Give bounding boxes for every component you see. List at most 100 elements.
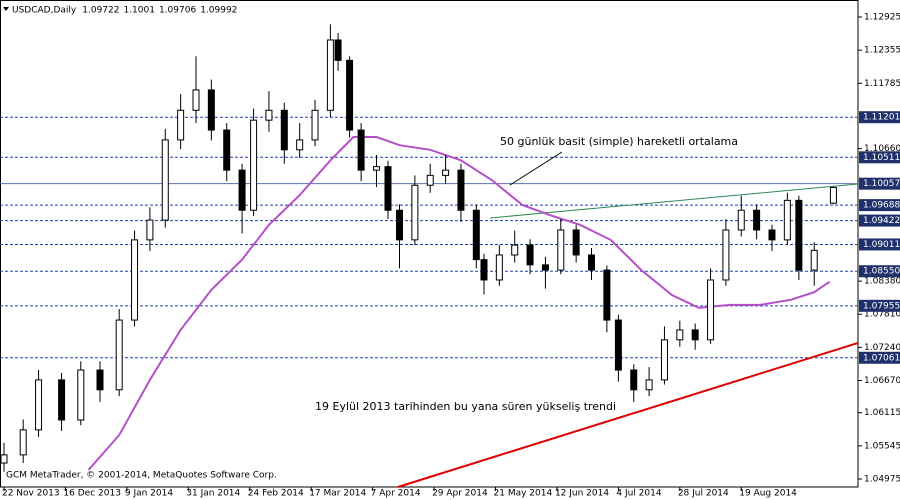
candle-body — [77, 369, 85, 421]
chart-title: USDCAD,Daily — [12, 6, 77, 16]
candle-body — [572, 229, 580, 256]
level-label-box — [859, 151, 900, 164]
candle-body — [161, 139, 169, 221]
candle-body — [19, 429, 27, 456]
candle-body — [795, 199, 803, 271]
level-label: 1.09422 — [863, 216, 900, 226]
candle-body — [707, 279, 715, 341]
level-label: 1.09011 — [863, 240, 900, 250]
y-tick-label: 1.04975 — [864, 474, 900, 484]
level-label: 1.08550 — [863, 267, 900, 277]
candle-body — [691, 329, 699, 341]
candle-body — [645, 379, 653, 391]
y-tick-label: 1.12925 — [864, 13, 900, 23]
annotation: 50 günlük basit (simple) hareketli ortal… — [500, 135, 738, 148]
candle-body — [396, 209, 404, 241]
candle-body — [829, 186, 837, 204]
x-tick-label: 21 May 2014 — [494, 489, 553, 499]
footer: GCM MetaTrader, © 2001-2014, MetaQuotes … — [6, 471, 277, 481]
level-label-box — [859, 199, 900, 212]
annotation: 19 Eylül 2013 tarihinden bu yana süren y… — [315, 400, 616, 413]
y-tick-label: 1.06115 — [864, 408, 900, 418]
x-tick-label: 24 Feb 2014 — [248, 489, 304, 499]
candle-body — [676, 329, 684, 341]
y-tick-label: 1.12355 — [864, 46, 900, 56]
candle-body — [768, 229, 776, 241]
x-tick-label: 28 Jul 2014 — [678, 489, 729, 499]
x-tick-label: 31 Jan 2014 — [186, 489, 240, 499]
candle-body — [0, 454, 8, 464]
x-tick-label: 7 Apr 2014 — [371, 489, 421, 499]
level-label-box — [859, 351, 900, 364]
level-label-box — [859, 265, 900, 278]
candle-body — [238, 169, 246, 211]
level-label: 1.07061 — [863, 353, 900, 363]
candle-body — [660, 339, 668, 381]
candle-body — [207, 89, 215, 131]
candle-body — [35, 379, 43, 431]
candle-body — [334, 39, 342, 61]
y-tick-label: 1.10660 — [864, 144, 900, 154]
trendline — [490, 183, 859, 219]
header-close: 1.09992 — [200, 6, 237, 16]
candle-body — [265, 109, 273, 121]
candle-body — [603, 269, 611, 321]
candle-body — [722, 229, 730, 281]
x-tick-label: 4 Jul 2014 — [616, 489, 661, 499]
candle-body — [250, 119, 258, 211]
candle-body — [557, 229, 565, 271]
header-low: 1.09706 — [159, 6, 196, 16]
y-tick-label: 1.06670 — [864, 376, 900, 386]
level-label: 1.07955 — [863, 301, 900, 311]
candle-body — [480, 259, 488, 281]
annotation-pointer — [509, 151, 563, 186]
x-tick-label: 9 Jan 2014 — [125, 489, 173, 499]
candle-body — [511, 244, 519, 256]
level-label: 1.11201 — [863, 113, 900, 123]
candle-body — [96, 369, 104, 391]
candle-body — [384, 166, 392, 211]
y-tick-label: 1.07810 — [864, 310, 900, 320]
candle-body — [783, 199, 791, 241]
current-price-label: 1.10057 — [863, 179, 900, 189]
header-open: 1.09722 — [82, 6, 119, 16]
candle-body — [411, 184, 419, 241]
candle-body — [146, 219, 154, 241]
candle-body — [630, 369, 638, 391]
candle-body — [737, 209, 745, 231]
moving-average — [87, 136, 831, 471]
candle-body — [280, 109, 288, 151]
candle-body — [495, 254, 503, 281]
x-tick-label: 19 Aug 2014 — [739, 489, 797, 499]
candle-body — [326, 39, 334, 111]
candle-body — [588, 254, 596, 271]
candle-body — [223, 129, 231, 171]
trendline — [397, 341, 859, 488]
candle-body — [346, 59, 354, 131]
candle-body — [311, 109, 319, 141]
candle-body — [472, 209, 480, 261]
candle-body — [526, 244, 534, 266]
candle-body — [541, 264, 549, 271]
menu-arrow — [3, 7, 9, 11]
y-tick-label: 1.08380 — [864, 277, 900, 287]
candle-body — [372, 166, 380, 171]
candle-body — [357, 129, 365, 171]
candle-body — [177, 109, 185, 141]
y-tick-label: 1.07240 — [864, 343, 900, 353]
candle-body — [131, 239, 139, 321]
y-tick-label: 1.11785 — [864, 79, 900, 89]
x-tick-label: 16 Dec 2013 — [63, 489, 121, 499]
candle-body — [58, 379, 66, 421]
candle-body — [614, 319, 622, 371]
candle-body — [442, 169, 450, 176]
level-label-box — [859, 299, 900, 312]
candle-body — [457, 169, 465, 211]
candle-body — [426, 174, 434, 186]
level-label: 1.09688 — [863, 201, 900, 211]
level-label: 1.10511 — [863, 153, 900, 163]
level-label-box — [859, 238, 900, 251]
candle-body — [115, 319, 123, 391]
level-label-box — [859, 111, 900, 124]
